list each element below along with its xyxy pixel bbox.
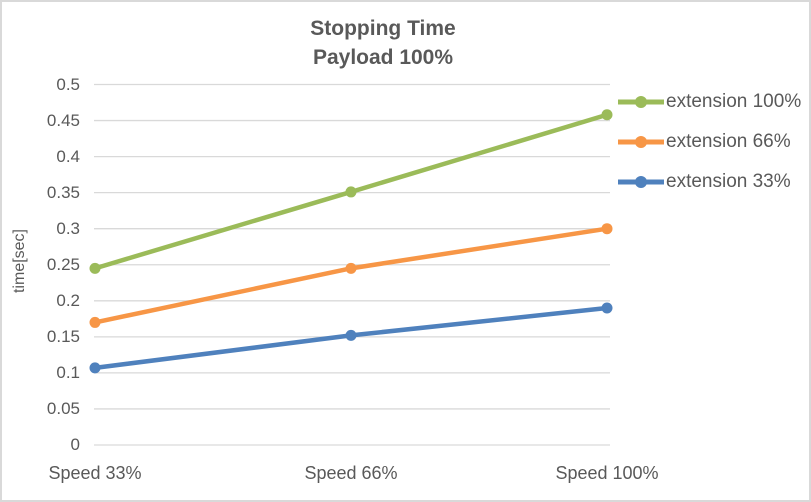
chart-title: Stopping Time	[310, 17, 456, 40]
data-point-marker	[601, 109, 613, 121]
y-tick-label: 0.15	[46, 326, 80, 346]
data-point-marker	[345, 186, 357, 198]
y-tick-label: 0.25	[46, 254, 80, 274]
y-tick-label: 0.4	[56, 146, 80, 166]
y-tick-label: 0.1	[56, 362, 80, 382]
legend-item: extension 100%	[618, 90, 801, 114]
data-point-marker	[89, 362, 101, 374]
legend-label: extension 100%	[666, 91, 802, 112]
y-tick-label: 0.5	[56, 74, 80, 94]
y-tick-label: 0.05	[46, 398, 80, 418]
data-point-marker	[89, 262, 101, 274]
y-tick-label: 0	[70, 435, 80, 454]
x-category-label: Speed 100%	[555, 463, 659, 483]
legend-line-marker-icon	[618, 96, 664, 108]
x-category-label: Speed 33%	[48, 463, 142, 483]
data-point-marker	[345, 329, 357, 341]
y-tick-label: 0.35	[46, 182, 80, 202]
legend-label: extension 66%	[666, 131, 791, 152]
legend-line-marker-icon	[618, 176, 664, 188]
legend-item: extension 66%	[618, 130, 791, 154]
series-line	[92, 226, 610, 325]
chart-title-block: Stopping Time Payload 100%	[2, 14, 764, 72]
legend-line-marker-icon	[618, 136, 664, 148]
legend-label: extension 33%	[666, 171, 791, 192]
data-point-marker	[89, 316, 101, 328]
legend-item: extension 33%	[618, 170, 791, 194]
y-tick-label: 0.2	[56, 290, 80, 310]
data-point-marker	[345, 262, 357, 274]
x-category-label: Speed 66%	[304, 463, 398, 483]
data-point-marker	[601, 223, 613, 235]
chart-subtitle: Payload 100%	[312, 46, 454, 69]
data-point-marker	[601, 302, 613, 314]
y-tick-label: 0.45	[46, 110, 80, 130]
y-tick-label: 0.3	[56, 218, 80, 238]
